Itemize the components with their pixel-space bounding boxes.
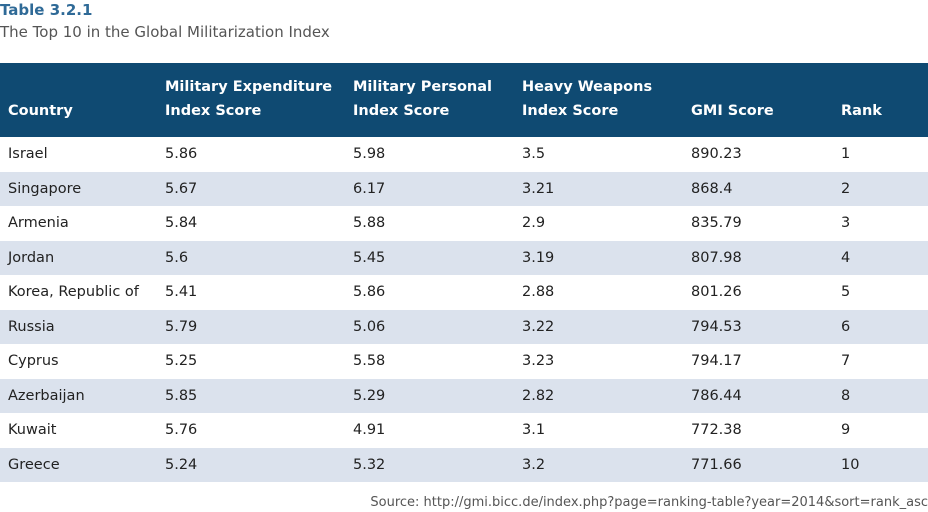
- cell-rank: 4: [833, 240, 928, 275]
- header-heavy-weapons: Heavy Weapons Index Score: [514, 63, 683, 137]
- table-row: Azerbaijan 5.85 5.29 2.82 786.44 8: [0, 378, 928, 413]
- cell-expenditure-score: 5.84: [157, 205, 345, 241]
- table-row: Russia 5.79 5.06 3.22 794.53 6: [0, 309, 928, 344]
- cell-personal-score: 4.91: [345, 412, 514, 448]
- cell-expenditure-score: 5.85: [157, 378, 345, 413]
- cell-rank: 9: [833, 412, 928, 448]
- cell-country: Kuwait: [0, 412, 157, 448]
- cell-heavy-weapons-score: 3.1: [514, 412, 683, 448]
- cell-rank: 5: [833, 274, 928, 310]
- cell-expenditure-score: 5.41: [157, 274, 345, 310]
- cell-gmi-score: 835.79: [683, 205, 833, 241]
- cell-gmi-score: 807.98: [683, 240, 833, 275]
- cell-country: Greece: [0, 447, 157, 482]
- table-title: The Top 10 in the Global Militarization …: [0, 23, 330, 41]
- header-line1: Heavy Weapons: [522, 78, 653, 95]
- cell-gmi-score: 868.4: [683, 171, 833, 206]
- table-row: Israel 5.86 5.98 3.5 890.23 1: [0, 136, 928, 172]
- gmi-table: Country Military Expenditure Index Score …: [0, 63, 928, 482]
- cell-country: Azerbaijan: [0, 378, 157, 413]
- cell-gmi-score: 786.44: [683, 378, 833, 413]
- table-row: Greece 5.24 5.32 3.2 771.66 10: [0, 447, 928, 482]
- cell-personal-score: 5.58: [345, 343, 514, 379]
- cell-rank: 2: [833, 171, 928, 206]
- header-country-line1: Country: [8, 102, 73, 119]
- header-line2: Index Score: [165, 102, 262, 119]
- table-row: Singapore 5.67 6.17 3.21 868.4 2: [0, 171, 928, 206]
- cell-expenditure-score: 5.67: [157, 171, 345, 206]
- cell-expenditure-score: 5.25: [157, 343, 345, 379]
- header-line1: Rank: [841, 102, 882, 119]
- cell-country: Jordan: [0, 240, 157, 275]
- cell-country: Armenia: [0, 205, 157, 241]
- cell-personal-score: 5.86: [345, 274, 514, 310]
- cell-heavy-weapons-score: 3.2: [514, 447, 683, 482]
- cell-personal-score: 5.88: [345, 205, 514, 241]
- cell-expenditure-score: 5.76: [157, 412, 345, 448]
- cell-heavy-weapons-score: 3.23: [514, 343, 683, 379]
- header-gmi-score: GMI Score: [683, 63, 833, 137]
- cell-heavy-weapons-score: 3.22: [514, 309, 683, 344]
- header-line1: Military Personal: [353, 78, 492, 95]
- cell-gmi-score: 771.66: [683, 447, 833, 482]
- cell-heavy-weapons-score: 3.5: [514, 136, 683, 172]
- cell-expenditure-score: 5.24: [157, 447, 345, 482]
- cell-expenditure-score: 5.6: [157, 240, 345, 275]
- cell-personal-score: 5.45: [345, 240, 514, 275]
- cell-personal-score: 5.29: [345, 378, 514, 413]
- cell-personal-score: 5.98: [345, 136, 514, 172]
- cell-rank: 1: [833, 136, 928, 172]
- cell-country: Korea, Republic of: [0, 274, 157, 310]
- table-row: Jordan 5.6 5.45 3.19 807.98 4: [0, 240, 928, 275]
- header-country: Country: [0, 63, 157, 137]
- cell-gmi-score: 801.26: [683, 274, 833, 310]
- header-line1: GMI Score: [691, 102, 774, 119]
- cell-country: Singapore: [0, 171, 157, 206]
- cell-heavy-weapons-score: 2.82: [514, 378, 683, 413]
- cell-country: Israel: [0, 136, 157, 172]
- table-number: Table 3.2.1: [0, 1, 93, 19]
- table-row: Korea, Republic of 5.41 5.86 2.88 801.26 5: [0, 274, 928, 310]
- cell-rank: 7: [833, 343, 928, 379]
- cell-gmi-score: 794.53: [683, 309, 833, 344]
- cell-expenditure-score: 5.86: [157, 136, 345, 172]
- cell-heavy-weapons-score: 2.88: [514, 274, 683, 310]
- cell-gmi-score: 794.17: [683, 343, 833, 379]
- cell-rank: 10: [833, 447, 928, 482]
- cell-country: Russia: [0, 309, 157, 344]
- cell-rank: 3: [833, 205, 928, 241]
- table-row: Kuwait 5.76 4.91 3.1 772.38 9: [0, 412, 928, 448]
- header-rank: Rank: [833, 63, 928, 137]
- table-row: Cyprus 5.25 5.58 3.23 794.17 7: [0, 343, 928, 379]
- cell-rank: 6: [833, 309, 928, 344]
- header-military-personal: Military Personal Index Score: [345, 63, 514, 137]
- cell-rank: 8: [833, 378, 928, 413]
- cell-heavy-weapons-score: 3.19: [514, 240, 683, 275]
- header-line2: Index Score: [522, 102, 619, 119]
- cell-personal-score: 5.32: [345, 447, 514, 482]
- cell-personal-score: 5.06: [345, 309, 514, 344]
- header-line1: Military Expenditure: [165, 78, 333, 95]
- cell-heavy-weapons-score: 3.21: [514, 171, 683, 206]
- source-note: Source: http://gmi.bicc.de/index.php?pag…: [370, 495, 928, 510]
- cell-country: Cyprus: [0, 343, 157, 379]
- header-row: Country Military Expenditure Index Score …: [0, 63, 928, 137]
- header-line2: Index Score: [353, 102, 450, 119]
- cell-gmi-score: 890.23: [683, 136, 833, 172]
- cell-gmi-score: 772.38: [683, 412, 833, 448]
- table-row: Armenia 5.84 5.88 2.9 835.79 3: [0, 205, 928, 241]
- header-military-expenditure: Military Expenditure Index Score: [157, 63, 345, 137]
- cell-personal-score: 6.17: [345, 171, 514, 206]
- cell-heavy-weapons-score: 2.9: [514, 205, 683, 241]
- cell-expenditure-score: 5.79: [157, 309, 345, 344]
- table-body: Israel 5.86 5.98 3.5 890.23 1 Singapore 5.67 6.1…: [0, 136, 928, 482]
